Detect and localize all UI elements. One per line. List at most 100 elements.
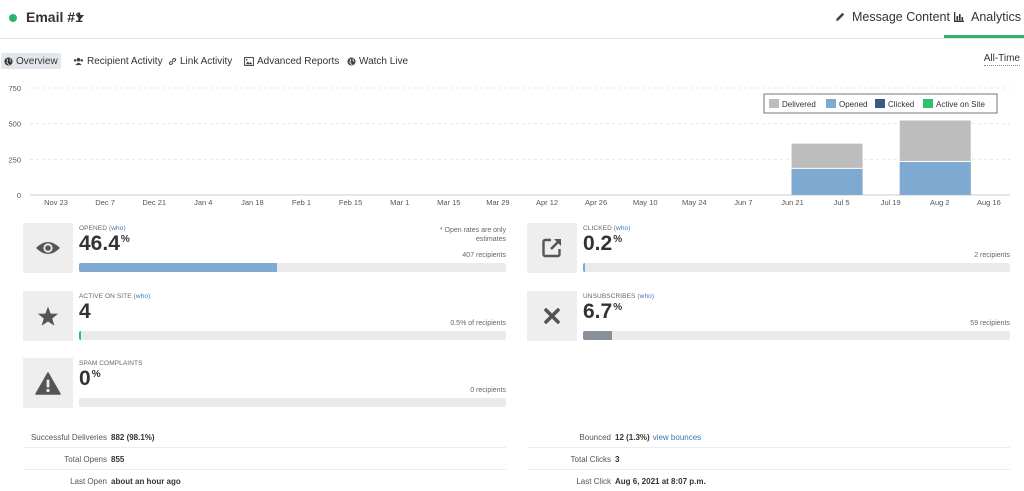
globe-icon [347,56,356,66]
legend-swatch [769,99,779,108]
stat-value: 46.4% [79,232,130,255]
tab-analytics[interactable]: Analytics [953,10,1021,24]
legend-label: Delivered [782,100,816,109]
eye-icon [23,223,73,273]
progress-fill [79,263,278,272]
who-link[interactable]: (who) [133,293,151,300]
progress-bar [583,263,1010,272]
summary-row-total-opens: Total Opens 855 [23,448,506,470]
who-link[interactable]: (who) [637,293,655,300]
stat-subtext: 2 recipients [974,252,1010,259]
progress-fill [583,331,612,340]
stat-card-clicked: CLICKED (who) 0.2% 2 recipients [527,223,1010,277]
stat-label: SPAM COMPLAINTS [79,360,143,367]
chart-y-axis: 0 250 500 750 [8,84,21,200]
subnav-overview[interactable]: Overview [1,53,61,69]
users-icon [73,57,84,65]
summary-value: 882 (98.1%) [111,433,155,442]
stat-card-spam-complaints: SPAM COMPLAINTS 0% 0 recipients [23,358,506,412]
legend-label: Clicked [888,100,914,109]
link-icon [168,57,177,65]
who-link[interactable]: (who) [613,225,631,232]
x-tick-label: Jan 18 [241,198,264,207]
progress-bar [79,331,506,340]
subnav-link-activity[interactable]: Link Activity [165,53,235,69]
tab-message-content[interactable]: Message Content [834,10,950,24]
subnav-link-activity-label: Link Activity [180,55,233,67]
progress-bar [583,331,1010,340]
x-tick-label: Mar 15 [437,198,460,207]
stat-subtext: 407 recipients [462,252,506,259]
summary-value: 855 [111,455,125,464]
summary-value: 3 [615,455,620,464]
summary-value: Aug 6, 2021 at 8:07 p.m. [615,477,706,486]
chevron-down-icon[interactable] [76,15,84,20]
summary-key: Total Clicks [570,455,611,464]
x-tick-label: Aug 2 [930,198,950,207]
legend-label: Active on Site [936,100,985,109]
summary-row-last-click: Last Click Aug 6, 2021 at 8:07 p.m. [527,470,1010,491]
globe-icon [4,56,13,66]
x-tick-label: Jun 21 [781,198,804,207]
report-subnav: Overview Recipient Activity Link Activit… [0,53,1024,69]
progress-bar [79,263,506,272]
stat-value: 0% [79,367,101,390]
summary-key: Last Click [576,477,611,486]
progress-fill [583,263,586,272]
stat-label: CLICKED (who) [583,225,631,232]
summary-key: Total Opens [64,455,107,464]
open-rate-note: * Open rates are only estimates [439,227,506,243]
summary-key: Last Open [70,477,107,486]
summary-value: about an hour ago [111,477,181,486]
stat-label: ACTIVE ON SITE (who) [79,293,151,300]
stat-subtext: 0.5% of recipients [450,320,506,327]
summary-row-bounced: Bounced 12 (1.3%) view bounces [527,426,1010,448]
summary-key: Bounced [579,433,611,442]
stat-value: 0.2% [583,232,623,255]
x-tick-label: Feb 1 [292,198,311,207]
summary-row-total-clicks: Total Clicks 3 [527,448,1010,470]
image-report-icon [244,56,254,66]
activity-chart: 0 250 500 750 Nov 23 Dec 7 Dec 21 Jan 4 Jan 18 F… [8,84,1010,207]
stat-label: UNSUBSCRIBES (who) [583,293,655,300]
subnav-watch-live[interactable]: Watch Live [344,53,411,69]
stat-card-active-on-site: ACTIVE ON SITE (who) 4 0.5% of recipient… [23,291,506,345]
bar-chart-icon [954,12,964,22]
x-tick-label: Aug 16 [977,198,1001,207]
stat-subtext: 59 recipients [970,320,1010,327]
x-icon [527,291,577,341]
legend-swatch [923,99,933,108]
summary-row-last-open: Last Open about an hour ago [23,470,506,491]
stat-value: 4 [79,300,91,323]
who-link[interactable]: (who) [108,225,126,232]
legend-swatch [875,99,885,108]
x-tick-label: Apr 26 [585,198,607,207]
pencil-icon [836,12,845,21]
x-tick-label: May 10 [633,198,658,207]
legend-label: Opened [839,100,867,109]
subnav-advanced-reports[interactable]: Advanced Reports [241,53,342,69]
progress-fill [79,331,82,340]
x-tick-label: Jan 4 [194,198,212,207]
external-link-icon [527,223,577,273]
status-dot [9,14,17,22]
x-tick-label: Jul 19 [881,198,901,207]
stat-value: 6.7% [583,300,623,323]
view-bounces-link[interactable]: view bounces [652,433,702,442]
date-range-selector[interactable]: All-Time [983,53,1020,66]
x-tick-label: Apr 12 [536,198,558,207]
subnav-overview-label: Overview [16,55,58,67]
x-tick-label: Dec 21 [142,198,166,207]
chart-legend: Delivered Opened Clicked Active on Site [763,93,998,114]
top-header: Email #1 Message Content Analytics [0,0,1024,39]
stat-card-unsubscribes: UNSUBSCRIBES (who) 6.7% 59 recipients [527,291,1010,345]
subnav-advanced-reports-label: Advanced Reports [257,55,340,67]
tab-analytics-label: Analytics [971,10,1022,24]
subnav-recipient-activity[interactable]: Recipient Activity [70,53,166,69]
x-tick-label: Mar 1 [390,198,409,207]
summary-row-deliveries: Successful Deliveries 882 (98.1%) [23,426,506,448]
y-tick-label: 250 [8,155,21,164]
email-title[interactable]: Email #1 [26,9,83,25]
bar-opened [899,161,971,195]
y-tick-label: 750 [8,84,21,93]
